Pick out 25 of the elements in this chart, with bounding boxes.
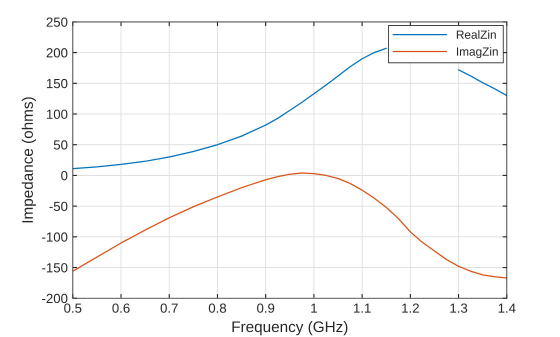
y-tick-label: -150 xyxy=(42,263,68,272)
y-axis-title: Impedance (ohms) xyxy=(22,97,36,222)
y-tick-label: -50 xyxy=(49,202,68,212)
x-tick-label: 1.3 xyxy=(450,303,468,313)
x-tick-label: 1.4 xyxy=(498,304,516,313)
x-axis-title: Frequency (GHz) xyxy=(232,320,348,336)
x-tick-label: 0.7 xyxy=(160,303,178,313)
y-tick-label: 0 xyxy=(61,170,68,180)
x-tick-label: 1 xyxy=(311,304,317,313)
legend-label: RealZin xyxy=(456,30,496,39)
line-series xyxy=(72,172,507,279)
legend-label: ImagZin xyxy=(456,47,498,58)
y-tick-label: -100 xyxy=(42,232,68,242)
y-tick-label: 250 xyxy=(46,17,68,27)
x-tick-label: 1.1 xyxy=(354,304,371,313)
y-tick-label: 150 xyxy=(46,78,68,88)
y-tick-label: 100 xyxy=(46,110,68,119)
y-tick-label: 50 xyxy=(54,140,68,150)
x-tick-label: 1.2 xyxy=(402,303,419,313)
y-tick-label: -200 xyxy=(42,294,68,304)
x-tick-label: 0.5 xyxy=(64,303,82,313)
x-tick-label: 0.9 xyxy=(257,303,274,313)
y-tick-label: 200 xyxy=(46,48,68,58)
x-tick-label: 0.6 xyxy=(112,303,130,313)
x-tick-label: 0.8 xyxy=(208,303,226,313)
